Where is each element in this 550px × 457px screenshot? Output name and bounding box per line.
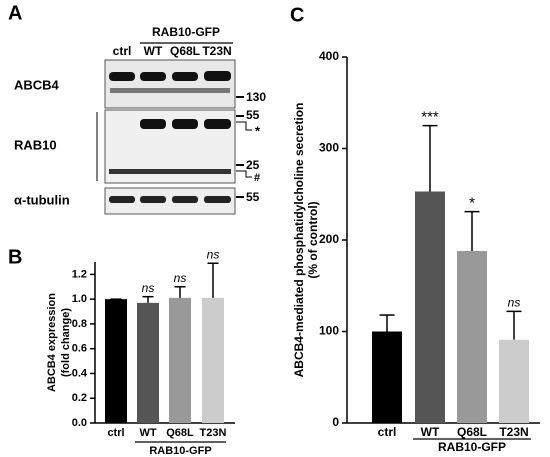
band (110, 88, 230, 93)
lane-label: Q68L (170, 44, 200, 58)
x-tick-label: ctrl (107, 427, 124, 439)
y-tick-label: 0.8 (72, 318, 87, 330)
panel-label: C (290, 4, 304, 26)
y-axis-label: (fold change) (60, 308, 72, 377)
panel-label: B (8, 246, 22, 268)
band (204, 71, 231, 81)
group-label: RAB10-GFP (149, 445, 211, 457)
marker-label: 130 (246, 90, 266, 104)
y-axis-label: ABCB4 expression (46, 293, 58, 392)
x-tick-label: Q68L (166, 427, 194, 439)
significance: ns (207, 247, 220, 261)
y-tick-label: 0.2 (72, 392, 87, 404)
band (204, 196, 231, 203)
y-axis-label: (% of control) (306, 201, 320, 278)
band (109, 72, 135, 81)
bar (169, 297, 191, 423)
x-tick-label: WT (139, 427, 156, 439)
band (140, 196, 166, 203)
band (140, 119, 166, 129)
x-tick-label: T23N (200, 427, 227, 439)
y-tick-label: 100 (319, 324, 339, 338)
bar (499, 339, 529, 423)
marker-label: 55 (246, 108, 260, 122)
note-bracket (236, 121, 252, 131)
x-tick-label: ctrl (378, 425, 397, 439)
group-label: RAB10-GFP (152, 25, 220, 39)
y-tick-label: 1.0 (72, 293, 87, 305)
y-tick-label: 0.0 (72, 417, 87, 429)
band (204, 119, 231, 129)
significance: * (469, 195, 475, 212)
row-label: RAB10 (14, 137, 57, 152)
marker-label: 55 (246, 190, 260, 204)
significance: ns (174, 271, 187, 285)
bar (457, 250, 487, 423)
lane-label: T23N (202, 44, 231, 58)
y-tick-label: 300 (319, 141, 339, 155)
significance: ns (142, 281, 155, 295)
bar (105, 299, 127, 423)
band (109, 196, 135, 203)
band-note: * (255, 123, 261, 138)
band (172, 72, 198, 81)
y-tick-label: 200 (319, 232, 339, 246)
bar (202, 297, 224, 423)
group-label: RAB10-GFP (438, 440, 506, 454)
y-axis-label: ABCB4-mediated phosphatidylcholine secre… (292, 103, 306, 378)
band (172, 196, 198, 203)
significance: ns (508, 296, 521, 310)
x-tick-label: Q68L (457, 425, 487, 439)
y-tick-label: 0.4 (72, 367, 88, 379)
y-tick-label: 0.6 (72, 343, 87, 355)
bar (137, 302, 159, 423)
band-note: # (254, 172, 260, 184)
y-tick-label: 1.2 (72, 268, 87, 280)
lane-label: WT (144, 44, 163, 58)
x-tick-label: WT (421, 425, 440, 439)
blot: RAB10-GFP ctrl WT Q68L T23N ABCB4 RAB10 … (14, 25, 266, 215)
y-tick-label: 400 (319, 49, 339, 63)
panel-label: A (8, 2, 22, 24)
row-label: α-tubulin (14, 192, 70, 207)
blot-image (104, 59, 236, 109)
lane-label: ctrl (113, 44, 132, 58)
marker-label: 25 (246, 158, 260, 172)
note-bracket (236, 170, 252, 178)
x-tick-label: T23N (499, 425, 528, 439)
row-label: ABCB4 (14, 77, 60, 92)
band (109, 169, 231, 174)
band (140, 72, 166, 81)
band (172, 119, 198, 129)
bar (415, 191, 445, 423)
bar (372, 331, 402, 423)
significance: *** (421, 109, 439, 126)
y-tick-label: 0 (332, 415, 339, 429)
